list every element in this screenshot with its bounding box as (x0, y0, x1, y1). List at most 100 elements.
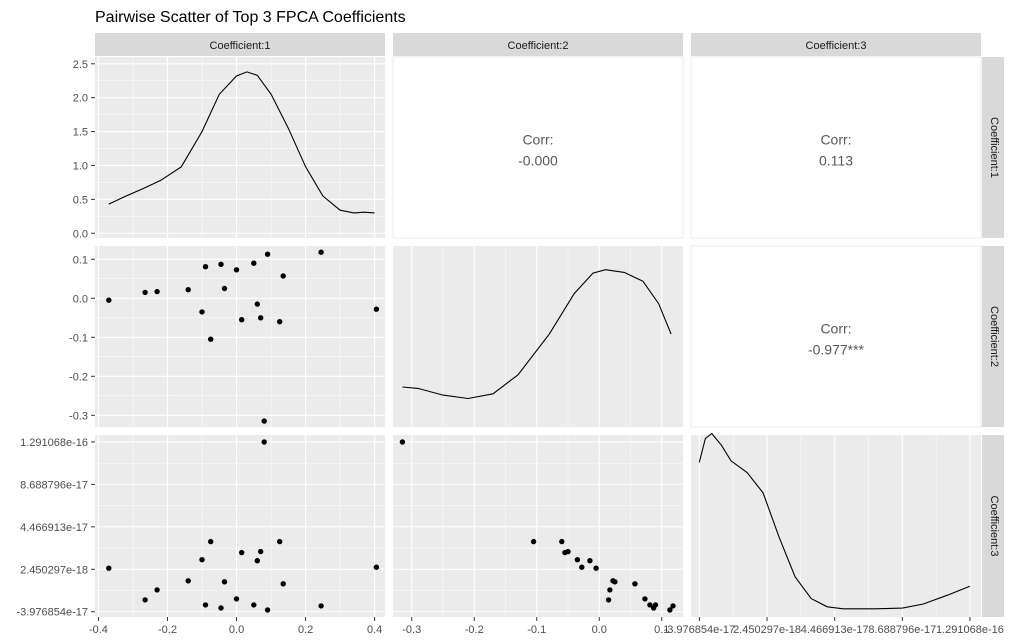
data-point (607, 587, 613, 593)
x-tick-label: 0.0 (229, 624, 244, 636)
data-point (280, 273, 286, 279)
x-tick-label: 0.2 (298, 624, 313, 636)
data-point (142, 597, 148, 603)
row-strip (982, 435, 1004, 617)
x-tick-label: 0.0 (592, 624, 607, 636)
panel-grid: Corr: -0.000 Corr: 0.113 Corr: -0.977*** (95, 56, 982, 617)
column-strip-label: Coefficient:3 (806, 40, 867, 52)
data-point (208, 538, 214, 545)
data-point (373, 306, 380, 312)
data-point (632, 581, 638, 587)
panel-r2-c3: Corr: -0.977*** (690, 245, 982, 428)
panel-r1-c3: Corr: 0.113 (690, 56, 982, 239)
data-point (261, 418, 267, 424)
y-axis: 0.0 0.5 1.0 1.5 2.0 2.5 -0.3 -0.2 -0.1 0.0 0.1 -3.9… (16, 59, 95, 619)
column-strip (691, 33, 981, 56)
panel-background (393, 246, 683, 427)
x-tick-label: -0.3 (402, 624, 421, 636)
correlation-panel-background (392, 56, 684, 239)
correlation-label: Corr: (820, 132, 851, 148)
data-point (142, 289, 148, 296)
panel-background (393, 435, 683, 617)
panel-r1-c2: Corr: -0.000 (392, 56, 684, 239)
data-point (264, 607, 271, 613)
row-strip-label: Coefficient:3 (988, 496, 1000, 557)
panel-r3-c1 (95, 435, 385, 617)
data-point (670, 603, 676, 609)
data-point (373, 564, 380, 570)
y-tick-label: -0.1 (69, 332, 88, 344)
data-point (579, 564, 585, 570)
y-tick-label: 4.466913e-17 (20, 522, 88, 534)
correlation-label: Corr: (820, 321, 851, 337)
data-point (667, 607, 673, 613)
data-point (593, 565, 599, 571)
data-point (261, 439, 267, 445)
data-point (318, 603, 324, 609)
data-point (154, 288, 160, 295)
panel-background (95, 435, 385, 617)
panel-background (95, 246, 385, 427)
data-point (239, 317, 245, 323)
data-point (258, 548, 264, 555)
x-tick-label: 0.1 (654, 624, 669, 636)
panel-r1-c1 (95, 57, 385, 238)
data-point (106, 297, 112, 303)
data-point (199, 557, 205, 563)
data-point (280, 581, 286, 587)
data-point (612, 579, 618, 585)
correlation-value: 0.113 (819, 153, 853, 169)
column-strip-label: Coefficient:1 (210, 40, 271, 52)
y-tick-label: -3.976854e-17 (16, 607, 88, 619)
y-tick-label: -0.2 (69, 371, 88, 383)
facet-strips: Coefficient:1 Coefficient:2 Coefficient:3 C… (95, 33, 1004, 617)
panel-background (691, 435, 981, 617)
x-tick-label: -0.4 (89, 624, 108, 636)
data-point (199, 309, 205, 315)
correlation-value: -0.977*** (808, 342, 865, 358)
y-tick-label: 0.0 (73, 293, 88, 305)
correlation-panel-background (690, 245, 982, 428)
correlation-label: Corr: (522, 132, 553, 148)
column-strip (393, 33, 683, 56)
y-tick-label: 2.450297e-18 (20, 564, 88, 576)
data-point (574, 557, 581, 563)
density-curve (108, 71, 375, 214)
data-point (208, 336, 214, 342)
row-strip-label: Coefficient:2 (988, 306, 1000, 367)
x-tick-label: -0.2 (158, 624, 177, 636)
data-point (647, 602, 653, 608)
data-point (218, 261, 224, 267)
correlation-value: -0.000 (518, 153, 558, 169)
data-point (565, 548, 571, 555)
y-tick-label: 2.5 (73, 59, 88, 71)
data-point (233, 267, 240, 273)
row-strip-label: Coefficient:1 (988, 117, 1000, 178)
data-point (277, 538, 283, 545)
y-tick-label: 0.1 (73, 254, 88, 266)
x-tick-label: -0.1 (527, 624, 546, 636)
y-tick-label: 2.0 (73, 93, 88, 105)
data-point (277, 319, 283, 325)
panel-r3-c3 (691, 432, 981, 617)
data-point (652, 602, 659, 608)
data-point (642, 596, 648, 602)
y-tick-label: 1.5 (73, 127, 88, 139)
column-strip (95, 33, 385, 56)
data-point (185, 578, 191, 584)
data-point (251, 260, 257, 266)
data-point (318, 249, 324, 255)
row-strip (982, 57, 1004, 238)
data-point (587, 558, 593, 564)
data-point (218, 605, 224, 611)
data-point (106, 565, 112, 571)
data-point (254, 301, 260, 307)
data-point (530, 538, 537, 545)
y-tick-label: -0.3 (69, 410, 88, 422)
data-point (559, 538, 565, 545)
x-axis: -0.4 -0.2 0.0 0.2 0.4 -0.3 -0.2 -0.1 0.0 0.1-3.97… (89, 617, 1004, 636)
data-point (264, 251, 271, 257)
x-tick-label: 4.466913e-17 (801, 624, 869, 636)
panel-r3-c2 (393, 435, 683, 617)
